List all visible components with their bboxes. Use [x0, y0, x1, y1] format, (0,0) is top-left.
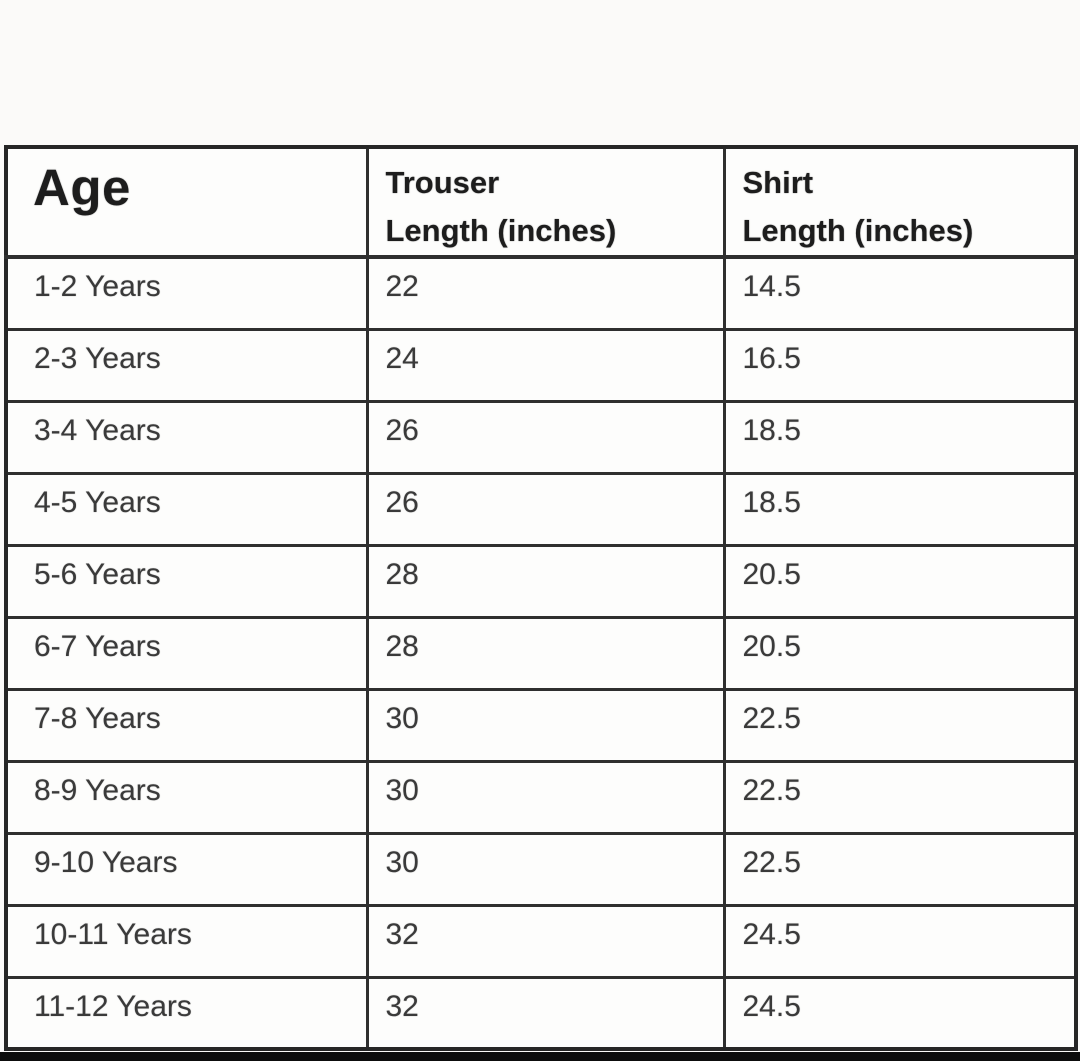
age-cell: 6-7 Years [4, 615, 369, 691]
table-header-row: Age Trouser Length (inches) Shirt Length… [4, 145, 1078, 259]
age-cell: 11-12 Years [4, 975, 369, 1051]
trouser-length-cell: 28 [365, 615, 726, 691]
shirt-length-cell: 14.5 [722, 255, 1078, 331]
table-row: 5-6 Years 28 20.5 [4, 543, 1078, 619]
shirt-length-cell: 18.5 [722, 399, 1078, 475]
table-row: 2-3 Years 24 16.5 [4, 327, 1078, 403]
column-header-trouser-length: Trouser Length (inches) [365, 145, 726, 259]
trouser-length-cell: 32 [365, 975, 726, 1051]
age-cell: 10-11 Years [4, 903, 369, 979]
trouser-length-cell: 22 [365, 255, 726, 331]
trouser-length-cell: 30 [365, 831, 726, 907]
table-row: 10-11 Years 32 24.5 [4, 903, 1078, 979]
table-row: 4-5 Years 26 18.5 [4, 471, 1078, 547]
table-row: 8-9 Years 30 22.5 [4, 759, 1078, 835]
age-cell: 4-5 Years [4, 471, 369, 547]
age-cell: 5-6 Years [4, 543, 369, 619]
table-row: 6-7 Years 28 20.5 [4, 615, 1078, 691]
shirt-length-cell: 24.5 [722, 903, 1078, 979]
trouser-length-cell: 28 [365, 543, 726, 619]
table-row: 3-4 Years 26 18.5 [4, 399, 1078, 475]
size-chart-table: Age Trouser Length (inches) Shirt Length… [4, 145, 1078, 1051]
age-cell: 8-9 Years [4, 759, 369, 835]
shirt-length-cell: 22.5 [722, 759, 1078, 835]
age-cell: 1-2 Years [4, 255, 369, 331]
column-header-shirt-length: Shirt Length (inches) [722, 145, 1078, 259]
trouser-length-cell: 26 [365, 399, 726, 475]
shirt-length-cell: 20.5 [722, 615, 1078, 691]
age-cell: 9-10 Years [4, 831, 369, 907]
bottom-black-bar [0, 1052, 1080, 1061]
table-row: 9-10 Years 30 22.5 [4, 831, 1078, 907]
shirt-length-cell: 20.5 [722, 543, 1078, 619]
table-row: 7-8 Years 30 22.5 [4, 687, 1078, 763]
age-cell: 3-4 Years [4, 399, 369, 475]
shirt-length-cell: 18.5 [722, 471, 1078, 547]
trouser-length-cell: 24 [365, 327, 726, 403]
trouser-length-cell: 26 [365, 471, 726, 547]
shirt-length-cell: 16.5 [722, 327, 1078, 403]
column-header-age: Age [4, 145, 369, 259]
table-row: 11-12 Years 32 24.5 [4, 975, 1078, 1051]
age-cell: 7-8 Years [4, 687, 369, 763]
shirt-length-cell: 22.5 [722, 831, 1078, 907]
age-cell: 2-3 Years [4, 327, 369, 403]
table-row: 1-2 Years 22 14.5 [4, 255, 1078, 331]
trouser-length-cell: 32 [365, 903, 726, 979]
shirt-length-cell: 22.5 [722, 687, 1078, 763]
trouser-length-cell: 30 [365, 687, 726, 763]
shirt-length-cell: 24.5 [722, 975, 1078, 1051]
trouser-length-cell: 30 [365, 759, 726, 835]
